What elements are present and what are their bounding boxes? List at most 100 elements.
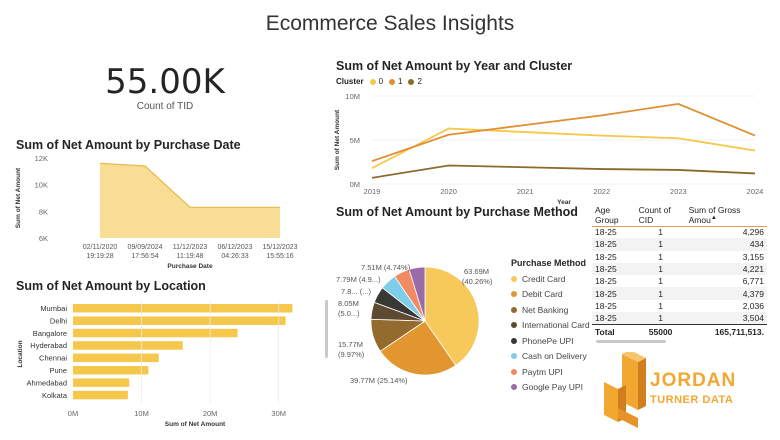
year-chart-legend: Cluster 0 1 2 <box>336 77 422 86</box>
date-chart-title: Sum of Net Amount by Purchase Date <box>16 138 241 152</box>
cell-age-group: 18-25 <box>595 251 617 262</box>
pie-slice-google-pay-upi[interactable] <box>408 266 426 322</box>
method-chart-title: Sum of Net Amount by Purchase Method <box>336 205 578 219</box>
method-legend-debit-card[interactable]: Debit Card <box>511 287 601 303</box>
location-x-tick: 10M <box>134 409 149 418</box>
table-row[interactable]: 18-25 1 3,155 <box>592 251 767 263</box>
location-tick-pune: Pune <box>49 366 67 375</box>
legend-dot <box>511 291 517 298</box>
location-x-tick: 20M <box>203 409 218 418</box>
total-count: 55000 <box>635 323 686 339</box>
cell-age-group: 18-25 <box>595 300 617 311</box>
location-bar-pune[interactable] <box>73 366 149 375</box>
method-legend-net-banking[interactable]: Net Banking <box>511 302 601 318</box>
method-pie[interactable]: 63.69M (40.26%) 39.77M (25.14%) 15.77M (… <box>330 250 510 390</box>
logo-text-line1: JORDAN <box>650 370 737 391</box>
location-y-label: Location <box>17 340 24 367</box>
date-y-label: Sum of Net Amount <box>15 167 22 228</box>
date-x-label: Purchase Date <box>167 263 213 270</box>
cell-gross: 6,771 <box>742 276 764 287</box>
legend-dot <box>511 275 517 282</box>
pie-slice-credit-card[interactable] <box>424 266 480 366</box>
location-bar-kolkata[interactable] <box>73 390 128 400</box>
location-bar-mumbai[interactable] <box>73 304 293 313</box>
cell-gross: 4,221 <box>685 262 767 276</box>
method-legend-cash-on-delivery[interactable]: Cash on Delivery <box>511 349 601 365</box>
location-tick-chennai: Chennai <box>39 354 67 363</box>
table-scrollbar[interactable] <box>596 340 666 344</box>
pie-label-debit: 39.77M (25.14%) <box>350 376 408 385</box>
year-series-2[interactable] <box>371 164 756 179</box>
legend-dot <box>511 337 517 344</box>
year-chart[interactable]: 10M 5M 0M 2019 2020 2021 2022 2023 2024 Year Sum o… <box>330 88 775 208</box>
legend-title: Cluster <box>336 77 364 86</box>
year-x-tick: 2024 <box>747 187 764 196</box>
date-chart[interactable]: 12K 10K 8K 6K 02/11/2020 19:19:28 09/09/2024 17… <box>0 150 310 275</box>
date-x-tick-time: 11:19:48 <box>177 253 204 260</box>
age-group-table[interactable]: Age Group Count of CID Sum of Gross Amou… <box>592 204 767 344</box>
pie-slice-debit-card[interactable] <box>379 320 457 376</box>
legend-dot-2 <box>408 78 415 85</box>
cell-age-group: 18-25 <box>592 312 636 325</box>
pie-label-intl: 8.05M <box>338 299 359 308</box>
location-tick-bangalore: Bangalore <box>33 329 67 338</box>
table-row[interactable]: 18-25 1 4,221 <box>592 262 767 276</box>
date-area <box>100 163 280 238</box>
table-row[interactable]: 18-25 1 6,771 <box>592 275 767 287</box>
location-tick-kolkata: Kolkata <box>42 391 68 400</box>
legend-dot-1 <box>389 78 396 85</box>
pie-label-netbanking-pct: (9.97%) <box>338 350 365 359</box>
legend-label-0: 0 <box>378 77 384 86</box>
date-x-tick: 06/12/2023 <box>217 244 252 251</box>
legend-label: Google Pay UPI <box>522 382 583 393</box>
method-legend-international-card[interactable]: International Card <box>511 318 601 334</box>
method-legend-google-pay-upi[interactable]: Google Pay UPI <box>511 380 601 396</box>
location-bar-bangalore[interactable] <box>73 328 238 338</box>
col-count-cid[interactable]: Count of CID <box>638 204 671 225</box>
col-age-group[interactable]: Age Group <box>595 204 619 225</box>
location-chart[interactable]: Mumbai Delhi Bangalore Hyderabad Chennai Pune… <box>0 292 320 432</box>
pie-label-intl-pct: (5.0...) <box>338 309 360 318</box>
col-gross-amount[interactable]: Sum of Gross Amou▲ <box>688 204 741 225</box>
year-x-label: Year <box>557 199 571 206</box>
year-series-1[interactable] <box>371 102 756 162</box>
table-row[interactable]: 18-25 1 4,296 <box>592 226 767 238</box>
year-series-0[interactable] <box>371 127 756 169</box>
location-chart-title: Sum of Net Amount by Location <box>16 279 206 293</box>
cell-age-group: 18-25 <box>592 287 636 300</box>
cell-count: 1 <box>658 300 663 311</box>
cell-age-group: 18-25 <box>592 262 636 276</box>
location-scrollbar[interactable] <box>325 300 328 358</box>
legend-label-2: 2 <box>417 77 422 86</box>
cell-count: 1 <box>635 287 686 300</box>
table-row[interactable]: 18-25 1 3,504 <box>592 312 767 325</box>
location-bar-delhi[interactable] <box>73 316 286 325</box>
location-bar-chennai[interactable] <box>73 353 159 363</box>
cell-gross: 2,036 <box>742 300 764 311</box>
date-x-tick-time: 19:19:28 <box>86 253 113 260</box>
date-x-tick: 15/12/2023 <box>262 244 297 251</box>
year-y-tick: 5M <box>350 136 360 145</box>
method-legend-paytm-upi[interactable]: Paytm UPI <box>511 364 601 380</box>
cell-gross: 434 <box>685 238 767 251</box>
method-legend-phonepe-upi[interactable]: PhonePe UPI <box>511 333 601 349</box>
date-y-tick: 6K <box>39 234 48 243</box>
year-y-tick: 10M <box>345 92 360 101</box>
location-x-label: Sum of Net Amount <box>165 421 226 428</box>
cell-gross: 4,296 <box>742 227 764 238</box>
cell-age-group: 18-25 <box>595 227 617 238</box>
table-row[interactable]: 18-25 1 434 <box>592 238 767 251</box>
location-bar-hyderabad[interactable] <box>73 341 183 350</box>
table-row[interactable]: 18-25 1 4,379 <box>592 287 767 300</box>
location-bar-ahmedabad[interactable] <box>73 378 130 387</box>
cell-count: 1 <box>635 238 686 251</box>
cell-gross: 3,504 <box>685 312 767 325</box>
legend-dot <box>511 368 517 375</box>
total-gross: 165,711,513. <box>685 323 767 339</box>
legend-dot <box>511 384 517 391</box>
location-tick-mumbai: Mumbai <box>40 304 67 313</box>
cell-count: 1 <box>635 312 686 325</box>
date-x-tick-time: 15:55:16 <box>266 253 293 260</box>
method-legend-credit-card[interactable]: Credit Card <box>511 271 601 287</box>
table-row[interactable]: 18-25 1 2,036 <box>592 300 767 312</box>
